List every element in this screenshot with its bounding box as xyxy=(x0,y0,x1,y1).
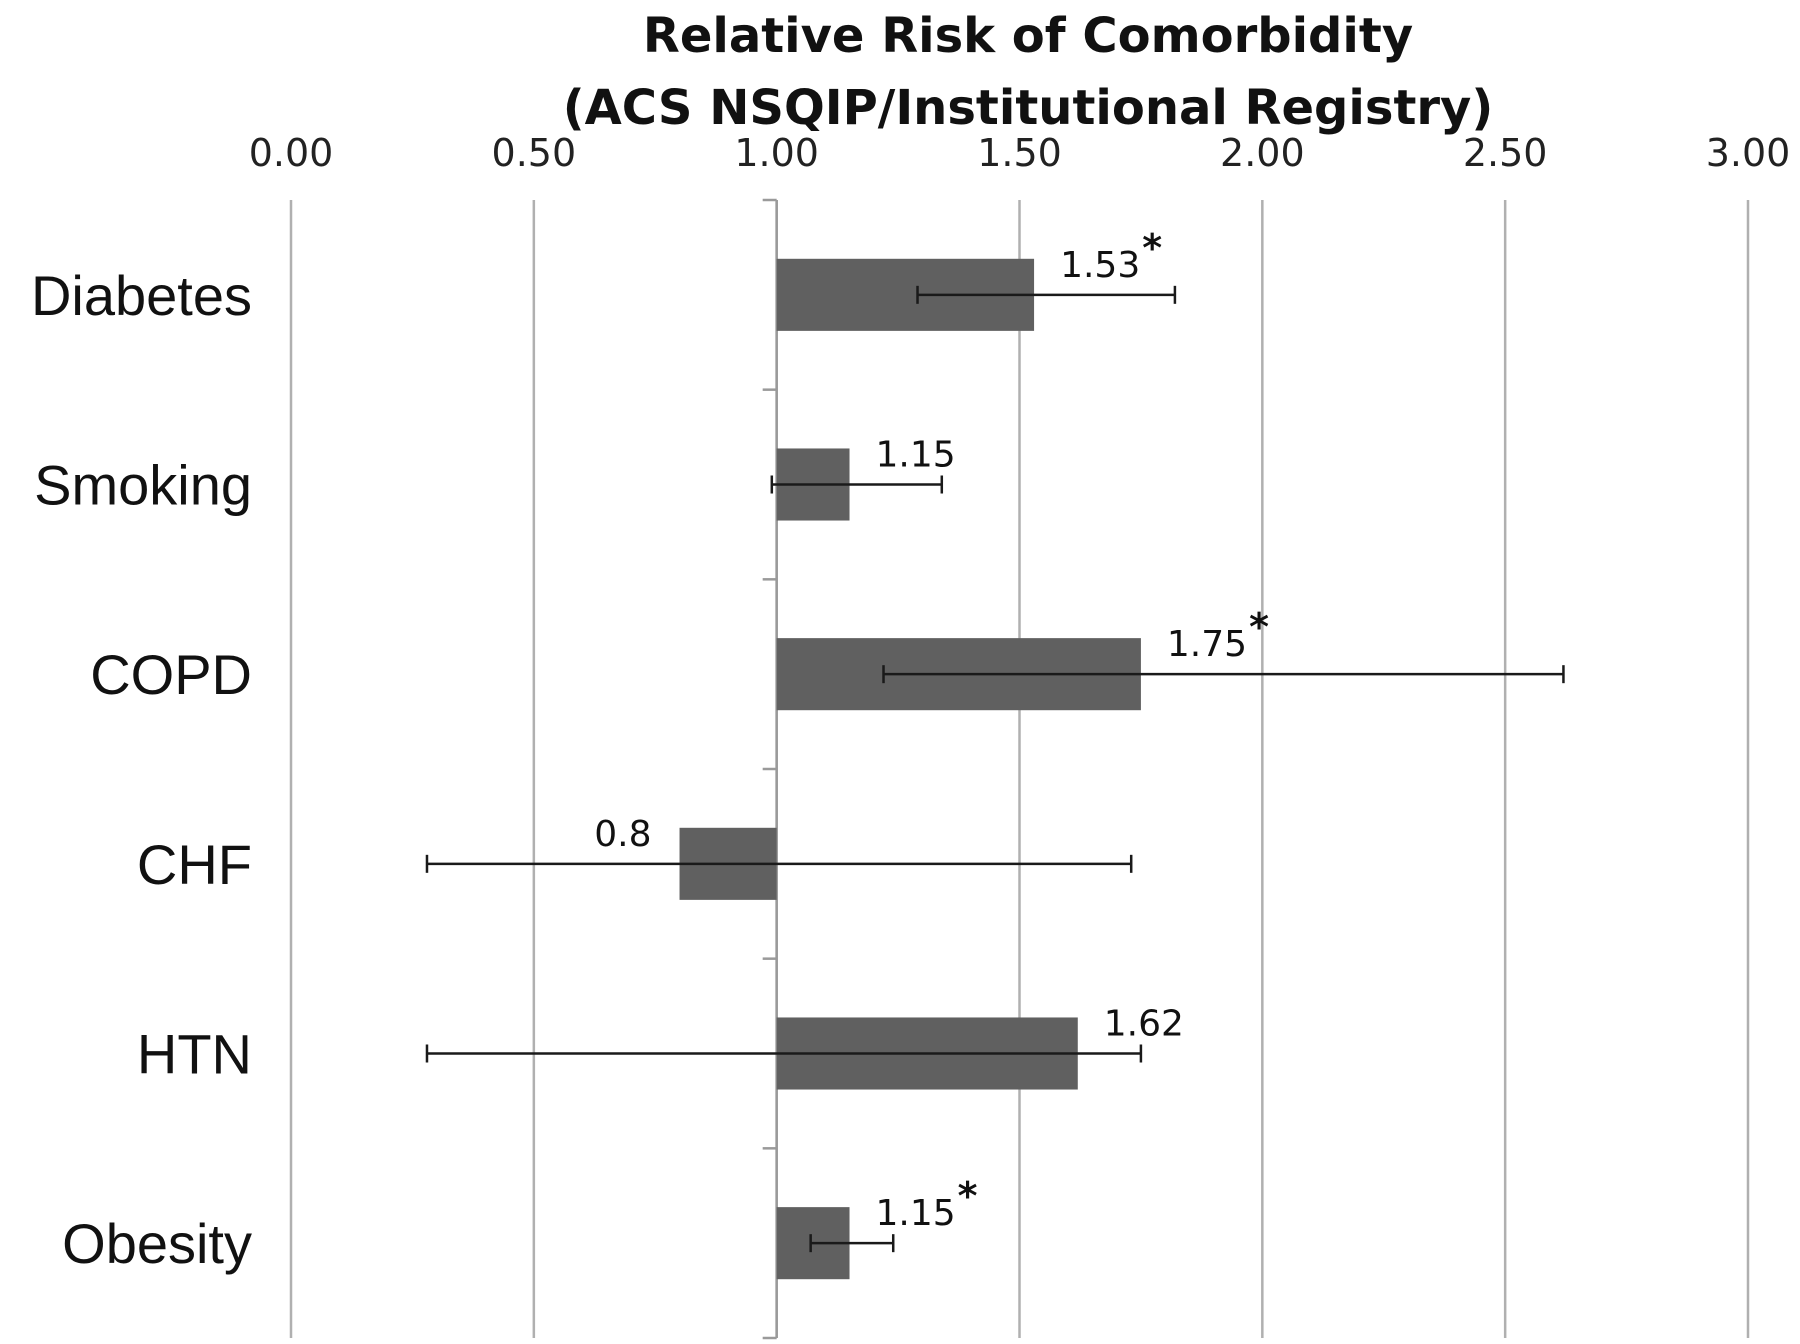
data-labels: 1.53 *1.151.75 *0.81.621.15 * xyxy=(594,226,1269,1234)
x-tick-label: 1.50 xyxy=(977,131,1062,175)
x-tick-label: 0.00 xyxy=(249,131,334,175)
x-tick-label: 0.50 xyxy=(492,131,577,175)
data-label: 1.15 xyxy=(876,435,956,476)
category-label: CHF xyxy=(137,833,252,896)
category-label: HTN xyxy=(137,1023,252,1086)
error-bars xyxy=(425,285,1565,1253)
significance-marker: * xyxy=(958,1174,978,1218)
data-label: 1.53 xyxy=(1060,245,1140,286)
category-labels: Diabetes Smoking COPD CHF HTN Obesity xyxy=(31,264,252,1275)
bars xyxy=(679,258,1141,1280)
data-label: 0.8 xyxy=(594,814,651,855)
x-tick-label: 3.00 xyxy=(1706,131,1791,175)
category-label: Obesity xyxy=(62,1212,252,1275)
category-axis xyxy=(762,198,778,1340)
category-label: Smoking xyxy=(34,454,252,517)
data-label: 1.15 xyxy=(876,1193,956,1234)
x-axis-tick-labels: 0.00 0.50 1.00 1.50 2.00 2.50 3.00 xyxy=(249,131,1791,175)
chart-title-line-2: (ACS NSQIP/Institutional Registry) xyxy=(563,80,1494,136)
category-label: COPD xyxy=(90,643,252,706)
significance-marker: * xyxy=(1142,226,1162,270)
data-label: 1.75 xyxy=(1167,624,1247,665)
chart-title-line-1: Relative Risk of Comorbidity xyxy=(643,8,1413,64)
gridlines xyxy=(289,200,1750,1338)
x-tick-label: 2.00 xyxy=(1220,131,1305,175)
x-tick-label: 2.50 xyxy=(1463,131,1548,175)
data-label: 1.62 xyxy=(1104,1004,1184,1045)
significance-marker: * xyxy=(1249,605,1269,649)
category-label: Diabetes xyxy=(31,264,252,327)
x-tick-label: 1.00 xyxy=(734,131,819,175)
